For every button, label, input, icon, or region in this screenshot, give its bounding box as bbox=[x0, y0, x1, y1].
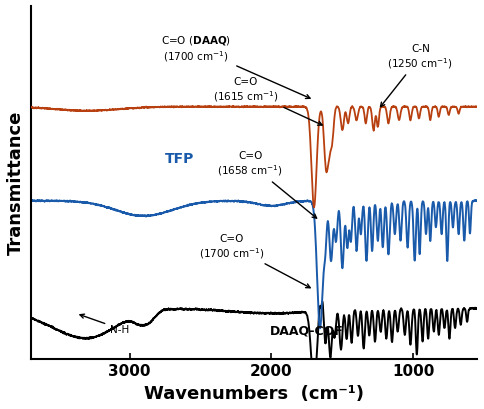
Text: N-H: N-H bbox=[80, 315, 129, 334]
Text: C=O
(1615 cm$^{-1}$): C=O (1615 cm$^{-1}$) bbox=[213, 77, 322, 126]
Text: DAAQ-COF: DAAQ-COF bbox=[270, 324, 344, 337]
X-axis label: Wavenumbers  (cm⁻¹): Wavenumbers (cm⁻¹) bbox=[144, 384, 364, 402]
Y-axis label: Transmittance: Transmittance bbox=[7, 111, 25, 255]
Text: C=O ($\bf{DAAQ}$)
(1700 cm$^{-1}$): C=O ($\bf{DAAQ}$) (1700 cm$^{-1}$) bbox=[161, 34, 310, 99]
Text: C=O
(1658 cm$^{-1}$): C=O (1658 cm$^{-1}$) bbox=[217, 151, 317, 219]
Text: C-N
(1250 cm$^{-1}$): C-N (1250 cm$^{-1}$) bbox=[380, 44, 453, 108]
Text: C=O
(1700 cm$^{-1}$): C=O (1700 cm$^{-1}$) bbox=[199, 233, 310, 288]
Text: TFP: TFP bbox=[165, 152, 195, 166]
